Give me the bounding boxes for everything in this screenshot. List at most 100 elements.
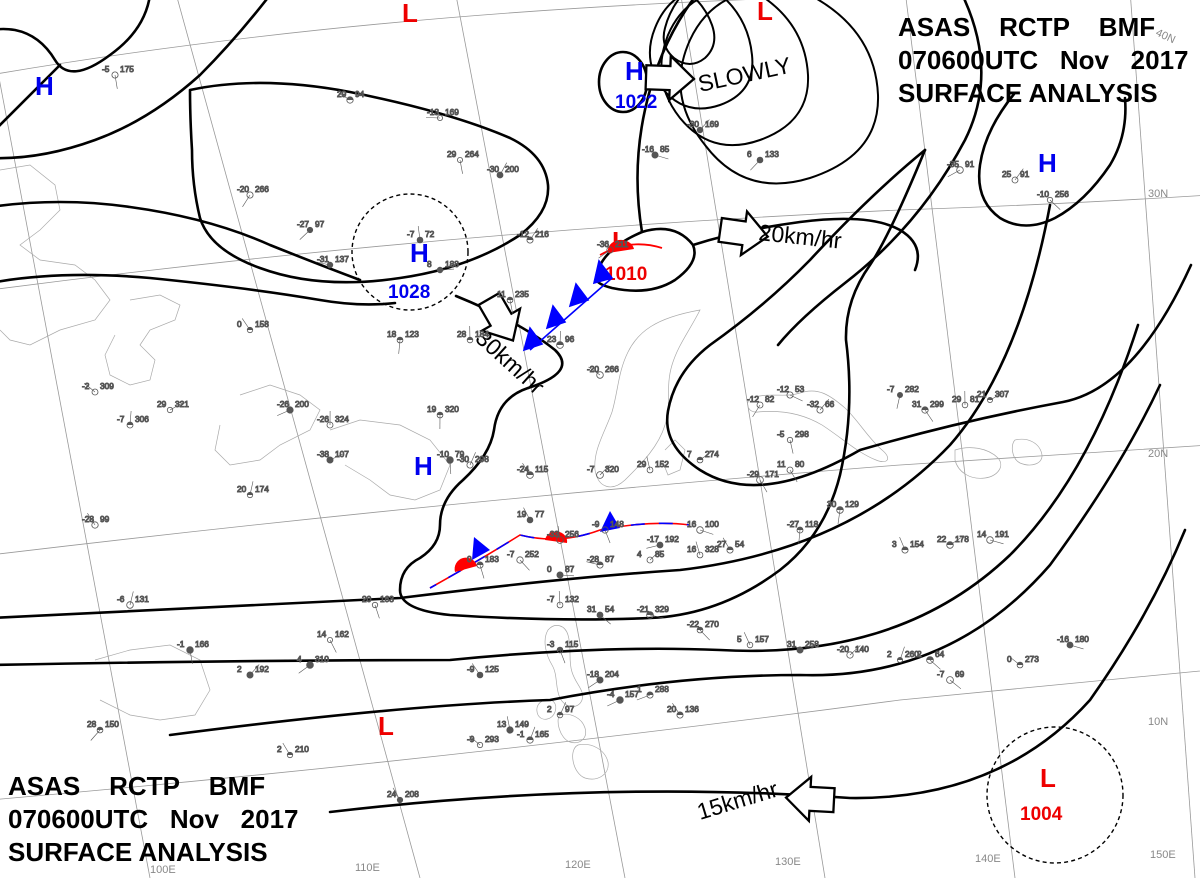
svg-text:14: 14 xyxy=(317,629,327,639)
svg-text:10N: 10N xyxy=(1148,716,1168,728)
svg-text:54: 54 xyxy=(735,539,745,549)
svg-text:20: 20 xyxy=(237,484,247,494)
svg-text:24: 24 xyxy=(387,789,397,799)
svg-text:30N: 30N xyxy=(1148,188,1168,200)
svg-text:-7: -7 xyxy=(937,669,945,679)
svg-text:120E: 120E xyxy=(565,859,591,871)
svg-text:L: L xyxy=(1040,763,1056,793)
svg-text:23: 23 xyxy=(547,334,557,344)
svg-text:L: L xyxy=(378,711,394,741)
svg-text:11: 11 xyxy=(777,459,786,469)
svg-text:178: 178 xyxy=(955,534,969,544)
svg-text:91: 91 xyxy=(965,159,975,169)
svg-text:-30: -30 xyxy=(487,164,499,174)
svg-text:270: 270 xyxy=(705,619,719,629)
svg-text:SURFACE ANALYSIS: SURFACE ANALYSIS xyxy=(8,837,268,867)
svg-text:-32: -32 xyxy=(807,399,819,409)
svg-text:-13: -13 xyxy=(427,107,439,117)
svg-text:80: 80 xyxy=(795,459,805,469)
svg-text:169: 169 xyxy=(705,119,719,129)
svg-text:-3: -3 xyxy=(547,639,555,649)
svg-text:204: 204 xyxy=(605,669,619,679)
svg-text:299: 299 xyxy=(930,399,944,409)
svg-text:216: 216 xyxy=(535,229,549,239)
svg-text:149: 149 xyxy=(515,719,529,729)
svg-text:-4: -4 xyxy=(607,689,615,699)
svg-text:174: 174 xyxy=(255,484,269,494)
svg-text:192: 192 xyxy=(255,664,269,674)
svg-text:306: 306 xyxy=(135,414,149,424)
svg-text:-27: -27 xyxy=(297,219,309,229)
svg-text:28: 28 xyxy=(457,329,467,339)
svg-text:162: 162 xyxy=(335,629,349,639)
svg-text:-20: -20 xyxy=(837,644,849,654)
svg-text:2: 2 xyxy=(917,649,922,659)
svg-text:31: 31 xyxy=(912,399,922,409)
svg-text:30: 30 xyxy=(827,499,837,509)
svg-text:-7: -7 xyxy=(587,464,595,474)
svg-text:19: 19 xyxy=(427,404,437,414)
svg-text:H: H xyxy=(35,71,54,101)
svg-text:293: 293 xyxy=(485,734,499,744)
svg-text:19: 19 xyxy=(517,509,527,519)
svg-text:25: 25 xyxy=(1002,169,1012,179)
svg-text:0: 0 xyxy=(237,319,242,329)
svg-text:29: 29 xyxy=(447,149,457,159)
svg-text:211: 211 xyxy=(615,239,629,249)
svg-text:-20: -20 xyxy=(587,364,599,374)
svg-text:-5: -5 xyxy=(777,429,785,439)
svg-text:118: 118 xyxy=(805,519,819,529)
svg-text:0: 0 xyxy=(547,564,552,574)
svg-text:166: 166 xyxy=(195,639,209,649)
svg-text:14: 14 xyxy=(977,529,987,539)
svg-text:100: 100 xyxy=(705,519,719,529)
svg-text:72: 72 xyxy=(425,229,435,239)
svg-text:94: 94 xyxy=(355,89,365,99)
svg-text:171: 171 xyxy=(765,469,779,479)
svg-text:-12: -12 xyxy=(777,384,789,394)
svg-text:1010: 1010 xyxy=(605,264,647,285)
svg-text:-9: -9 xyxy=(592,519,600,529)
svg-text:115: 115 xyxy=(565,639,579,649)
svg-text:133: 133 xyxy=(765,149,779,159)
svg-text:91: 91 xyxy=(1020,169,1030,179)
svg-text:070600UTC Nov 2017: 070600UTC Nov 2017 xyxy=(898,45,1189,75)
svg-text:-36: -36 xyxy=(597,239,609,249)
svg-text:SURFACE ANALYSIS: SURFACE ANALYSIS xyxy=(898,78,1158,108)
svg-text:-1: -1 xyxy=(517,729,525,739)
svg-text:-27: -27 xyxy=(787,519,799,529)
svg-text:-5: -5 xyxy=(102,64,110,74)
svg-text:107: 107 xyxy=(335,449,349,459)
svg-text:7: 7 xyxy=(687,449,692,459)
svg-text:4: 4 xyxy=(637,549,642,559)
svg-text:27: 27 xyxy=(717,539,727,549)
svg-text:20: 20 xyxy=(667,704,677,714)
svg-text:157: 157 xyxy=(755,634,769,644)
svg-text:29: 29 xyxy=(337,89,347,99)
svg-text:L: L xyxy=(402,0,418,28)
svg-text:-24: -24 xyxy=(517,464,529,474)
svg-text:6: 6 xyxy=(747,149,752,159)
svg-text:0: 0 xyxy=(1007,654,1012,664)
svg-text:125: 125 xyxy=(485,664,499,674)
svg-text:4: 4 xyxy=(297,654,302,664)
svg-text:175: 175 xyxy=(120,64,134,74)
svg-text:169: 169 xyxy=(445,107,459,117)
svg-text:66: 66 xyxy=(825,399,835,409)
svg-text:288: 288 xyxy=(655,684,669,694)
svg-text:85: 85 xyxy=(660,144,670,154)
svg-text:-6: -6 xyxy=(117,594,125,604)
svg-text:29: 29 xyxy=(952,394,962,404)
svg-text:180: 180 xyxy=(1075,634,1089,644)
svg-text:-22: -22 xyxy=(687,619,699,629)
svg-text:310: 310 xyxy=(315,654,329,664)
svg-text:-7: -7 xyxy=(507,549,515,559)
svg-text:130E: 130E xyxy=(775,856,801,868)
svg-text:-16: -16 xyxy=(642,144,654,154)
svg-text:131: 131 xyxy=(135,594,149,604)
svg-text:140: 140 xyxy=(855,644,869,654)
svg-text:29: 29 xyxy=(637,459,647,469)
svg-text:129: 129 xyxy=(845,499,859,509)
svg-text:H: H xyxy=(1038,148,1057,178)
svg-text:165: 165 xyxy=(535,729,549,739)
